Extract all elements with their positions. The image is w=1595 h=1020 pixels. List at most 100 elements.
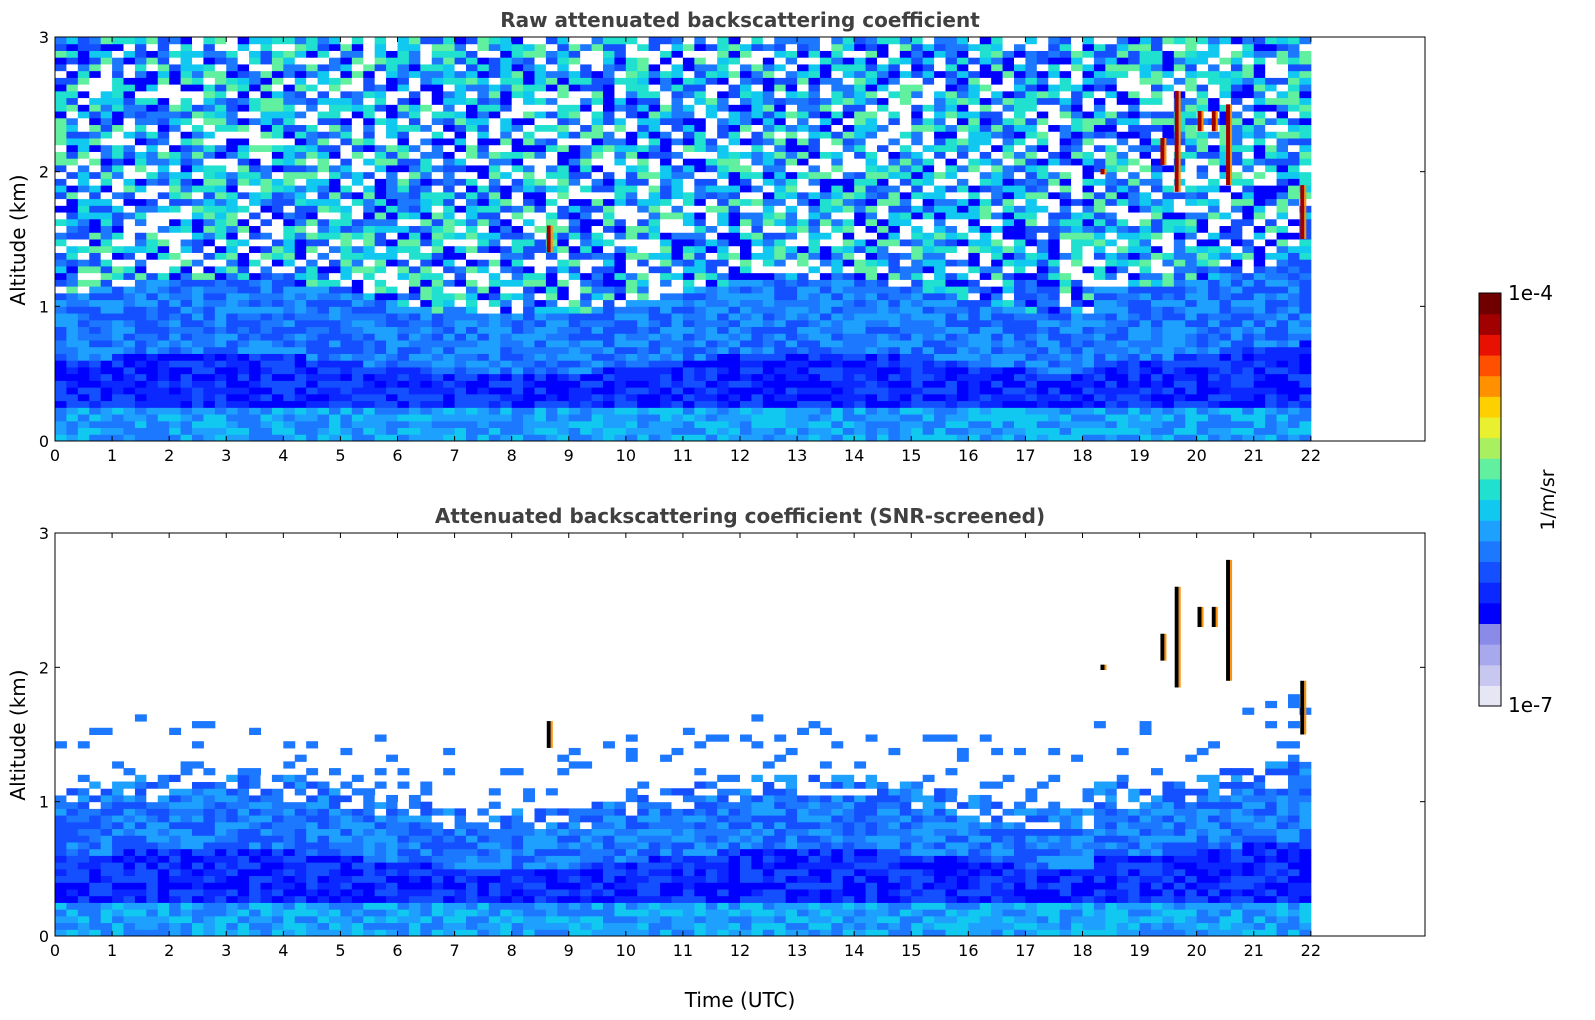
heatmap-cell — [1059, 212, 1072, 220]
heatmap-cell — [545, 353, 558, 361]
heatmap-cell — [351, 313, 364, 321]
heatmap-cell — [1219, 366, 1232, 375]
heatmap-cell — [1059, 225, 1072, 233]
heatmap-cell — [397, 292, 410, 301]
heatmap-cell — [1025, 144, 1038, 152]
heatmap-cell — [614, 313, 627, 321]
heatmap-cell — [89, 198, 102, 206]
heatmap-cell — [603, 138, 615, 146]
heatmap-cell — [808, 333, 821, 341]
heatmap-cell — [774, 252, 787, 260]
heatmap-cell — [466, 131, 478, 139]
heatmap-cell — [100, 144, 113, 152]
heatmap-cell — [157, 387, 170, 395]
heatmap-cell — [77, 326, 90, 334]
heatmap-cell — [648, 239, 661, 247]
heatmap-cell — [774, 299, 787, 307]
heatmap-cell — [306, 191, 319, 200]
heatmap-cell — [740, 346, 752, 354]
heatmap-cell — [1219, 279, 1232, 287]
heatmap-cell — [1253, 340, 1266, 348]
heatmap-cell — [294, 158, 307, 166]
heatmap-cell — [991, 319, 1004, 328]
heatmap-cell — [466, 373, 478, 381]
heatmap-cell — [1219, 387, 1232, 395]
heatmap-cell — [1185, 279, 1198, 287]
heatmap-cell — [637, 434, 650, 442]
heatmap-cell — [740, 185, 752, 193]
heatmap-cell — [1059, 164, 1072, 173]
heatmap-cell — [774, 191, 787, 200]
heatmap-cell — [1025, 218, 1038, 227]
heatmap-cell — [705, 387, 718, 395]
heatmap-cell — [979, 212, 992, 220]
heatmap-cell — [192, 387, 204, 395]
heatmap-cell — [477, 380, 490, 388]
heatmap-cell — [1208, 138, 1220, 146]
heatmap-cell — [911, 434, 924, 442]
heatmap-cell — [466, 158, 478, 166]
heatmap-cell — [1151, 185, 1163, 193]
heatmap-cell — [625, 245, 638, 253]
heatmap-cell — [877, 272, 889, 280]
heatmap-cell — [694, 259, 707, 267]
heatmap-cell — [511, 218, 524, 227]
heatmap-cell — [214, 420, 227, 429]
heatmap-cell — [374, 319, 387, 328]
heatmap-cell — [1253, 414, 1266, 422]
heatmap-cell — [1253, 313, 1266, 321]
heatmap-cell — [934, 259, 946, 267]
heatmap-cell — [877, 239, 889, 247]
heatmap-cell — [956, 164, 969, 173]
heatmap-cell — [1139, 259, 1152, 267]
heatmap-cell — [431, 198, 444, 206]
heatmap-cell — [762, 171, 775, 179]
heatmap-cell — [260, 178, 273, 186]
heatmap-cell — [956, 191, 969, 200]
heatmap-cell — [374, 373, 387, 381]
heatmap-cell — [979, 400, 992, 408]
heatmap-cell — [694, 299, 707, 307]
heatmap-cell — [1082, 414, 1095, 422]
heatmap-cell — [454, 346, 467, 354]
heatmap-cell — [112, 326, 124, 334]
heatmap-cell — [568, 245, 581, 253]
heatmap-cell — [443, 272, 456, 280]
heatmap-cell — [306, 245, 319, 253]
heatmap-cell — [660, 340, 672, 348]
heatmap-cell — [249, 319, 261, 328]
heatmap-cell — [991, 272, 1004, 280]
heatmap-cell — [351, 225, 364, 233]
heatmap-cell — [1299, 245, 1312, 253]
heatmap-cell — [55, 373, 67, 381]
heatmap-cell — [100, 245, 113, 253]
heatmap-cell — [1116, 198, 1129, 206]
heatmap-cell — [1116, 427, 1129, 435]
heatmap-cell — [751, 427, 764, 435]
heatmap-cell — [363, 232, 376, 240]
heatmap-cell — [1276, 138, 1289, 146]
heatmap-cell — [169, 164, 182, 173]
heatmap-cell — [888, 319, 901, 328]
heatmap-cell — [488, 373, 501, 381]
heatmap-cell — [1071, 205, 1083, 213]
heatmap-cell — [1059, 333, 1072, 341]
heatmap-cell — [545, 393, 558, 402]
heatmap-cell — [603, 319, 615, 328]
heatmap-cell — [77, 178, 90, 186]
heatmap-cell — [557, 380, 570, 388]
heatmap-cell — [306, 151, 319, 159]
heatmap-cell — [968, 191, 981, 200]
heatmap-cell — [1242, 272, 1255, 280]
heatmap-cell — [214, 340, 227, 348]
heatmap-cell — [534, 178, 547, 186]
heatmap-cell — [660, 191, 672, 200]
heatmap-cell — [1116, 151, 1129, 159]
heatmap-cell — [340, 333, 353, 341]
heatmap-cell — [557, 212, 570, 220]
heatmap-cell — [808, 164, 821, 173]
heatmap-cell — [511, 205, 524, 213]
heatmap-cell — [1025, 427, 1038, 435]
heatmap-cell — [785, 326, 798, 334]
heatmap-cell — [89, 158, 102, 166]
